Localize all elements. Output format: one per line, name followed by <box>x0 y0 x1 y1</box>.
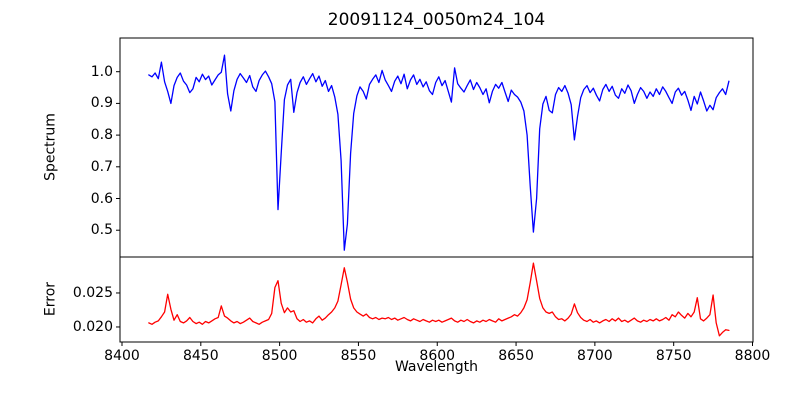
x-tick-label: 8500 <box>261 348 298 364</box>
y-tick-label: 0.020 <box>72 318 113 335</box>
x-tick-label: 8550 <box>340 348 377 364</box>
x-tick-label: 8650 <box>498 348 534 364</box>
y-tick-label: 0.8 <box>90 127 113 144</box>
y-tick-label: 0.7 <box>90 158 113 175</box>
error-axes-border <box>119 256 754 343</box>
error-series-line <box>148 262 730 337</box>
y-tick-label: 0.025 <box>72 284 113 301</box>
x-tick-label: 8400 <box>104 348 140 364</box>
y-tick-label: 0.5 <box>90 222 113 239</box>
x-axis-label: Wavelength <box>394 359 479 375</box>
spectrum-series-line <box>148 54 730 251</box>
spectrum-axes-border <box>119 37 754 258</box>
error-y-axis-label: Error <box>42 281 59 317</box>
x-tick-label: 8700 <box>577 348 613 364</box>
x-tick-label: 8450 <box>182 348 219 364</box>
y-tick-label: 0.9 <box>90 95 113 112</box>
y-tick-label: 1.0 <box>90 63 113 80</box>
chart-title: 20091124_0050m24_104 <box>327 10 546 30</box>
x-tick-label: 8750 <box>655 348 692 364</box>
x-tick-label: 8800 <box>734 348 771 364</box>
y-tick-label: 0.6 <box>90 190 113 207</box>
x-tick-label: 8600 <box>419 348 456 364</box>
spectrum-y-axis-label: Spectrum <box>42 113 59 181</box>
